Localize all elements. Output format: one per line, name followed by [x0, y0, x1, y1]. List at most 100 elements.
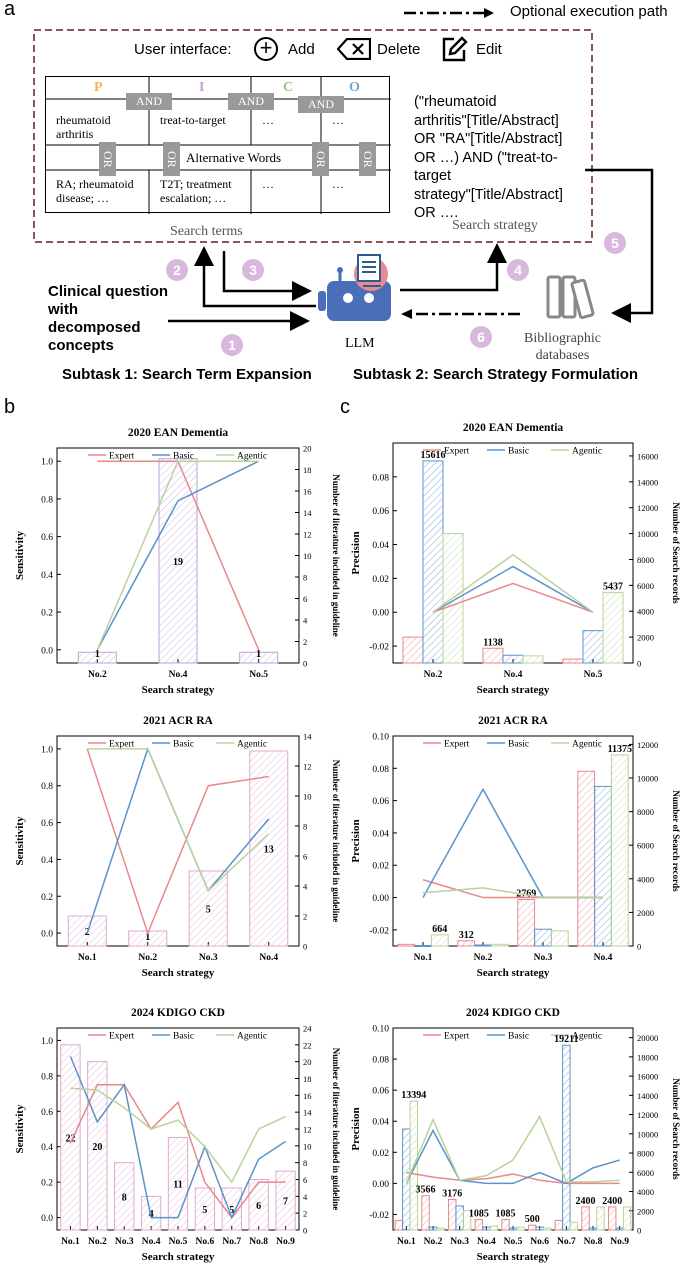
subtask-1-title: Subtask 1: Search Term Expansion — [62, 366, 312, 383]
y-tick-label: 0.0 — [41, 1214, 53, 1224]
add-icon[interactable]: + — [254, 37, 278, 61]
y2-tick-label: 0 — [303, 1226, 307, 1236]
arrow-step-2 — [194, 246, 316, 308]
row1-i-cell[interactable]: treat-to-target — [160, 113, 226, 127]
bar-agentic — [542, 1227, 552, 1231]
and-connector: AND — [228, 93, 274, 110]
series-line-agentic — [432, 553, 594, 613]
y2-tick-label: 4 — [303, 882, 308, 892]
robot-icon — [318, 267, 391, 321]
step-5-badge: 5 — [604, 232, 626, 254]
row2-o-cell[interactable]: … — [332, 177, 344, 191]
bar — [140, 1195, 162, 1231]
chart-title: 2021 ACR RA — [478, 715, 548, 727]
y-tick-label: 0.2 — [41, 609, 53, 619]
row1-c-cell[interactable]: … — [262, 113, 274, 127]
search-query-text[interactable]: ("rheumatoid arthritis"[Title/Abstract] … — [414, 93, 563, 223]
series-line-basic — [96, 460, 259, 651]
bar-value-label: 1 — [145, 932, 150, 943]
legend-arrowhead — [484, 8, 494, 18]
step-3-badge: 3 — [242, 259, 264, 281]
y-tick-label: 0.02 — [372, 575, 389, 585]
y-tick-label: -0.02 — [369, 643, 389, 653]
row1-p-cell[interactable]: rheumatoid arthritis — [56, 113, 111, 141]
clinical-question-line: Clinical question — [48, 283, 169, 300]
y2-tick-label: 16 — [303, 1091, 312, 1101]
y2-tick-label: 4 — [303, 1192, 308, 1202]
bar-agentic — [490, 943, 509, 947]
y2-tick-label: 6 — [303, 594, 307, 604]
bar-expert — [402, 636, 424, 664]
bar-value-label: 13394 — [401, 1090, 426, 1101]
y-axis-label: Precision — [350, 1107, 362, 1150]
y-tick-label: 0.04 — [372, 541, 389, 551]
bar-expert — [607, 1206, 617, 1231]
delete-button-label[interactable]: Delete — [377, 41, 421, 58]
bar-basic — [508, 1227, 518, 1231]
row2-p-cell[interactable]: RA; rheumatoid disease; … — [56, 177, 134, 205]
bar-value-label: 11375 — [608, 744, 632, 755]
bar-basic — [534, 928, 552, 947]
row1-o-cell[interactable]: … — [332, 113, 344, 127]
chart-title: 2021 ACR RA — [143, 715, 213, 727]
search-strategy-label: Search strategy — [452, 218, 538, 233]
series-line-basic — [86, 746, 270, 934]
bar-value-label: 11 — [173, 1180, 182, 1191]
legend-label-expert: Expert — [444, 447, 470, 457]
y2-tick-label: 4000 — [637, 1187, 654, 1197]
pico-c: C — [283, 80, 294, 95]
edit-button-label[interactable]: Edit — [476, 41, 502, 58]
bar-basic — [422, 460, 444, 664]
x-tick-label: No.2 — [138, 953, 157, 963]
bar-agentic — [436, 1227, 445, 1231]
add-button-label[interactable]: Add — [288, 41, 315, 58]
x-tick-label: No.3 — [199, 953, 218, 963]
delete-icon[interactable] — [336, 37, 372, 61]
y2-tick-label: 10 — [303, 1141, 312, 1151]
y2-tick-label: 8000 — [637, 807, 654, 817]
row2-i-cell[interactable]: T2T; treatment escalation; … — [160, 177, 232, 205]
x-tick-label: No.4 — [169, 670, 188, 680]
bar-agentic — [489, 1225, 499, 1231]
x-axis-label: Search strategy — [477, 1251, 550, 1263]
y2-tick-label: 10 — [303, 551, 312, 561]
legend-label-agentic: Agentic — [237, 1032, 267, 1042]
y2-tick-label: 10000 — [637, 529, 658, 539]
bar-basic — [502, 654, 524, 664]
bar — [249, 750, 289, 947]
chart-b1: 2020 EAN Dementia Expert Basic Agentic 0.0 0.… — [14, 427, 341, 696]
llm-label: LLM — [345, 336, 375, 351]
bar-basic — [535, 1226, 544, 1231]
y-tick-label: 0.08 — [372, 1056, 389, 1066]
y-tick-label: 1.0 — [41, 745, 53, 755]
y2-tick-label: 2000 — [637, 633, 654, 643]
pico-i: I — [199, 80, 205, 95]
x-tick-label: No.1 — [61, 1237, 80, 1247]
legend-label-expert: Expert — [109, 452, 135, 462]
search-terms-table[interactable]: P I C O AND AND AND rheumatoid arthritis… — [45, 76, 391, 214]
x-tick-label: No.2 — [424, 1237, 443, 1247]
bar — [188, 870, 228, 947]
bar-agentic — [622, 1206, 632, 1231]
series-line-basic — [432, 565, 594, 613]
y-tick-label: 0.2 — [41, 893, 53, 903]
edit-icon[interactable] — [440, 35, 468, 63]
y2-tick-label: 8 — [303, 822, 307, 832]
x-tick-label: No.5 — [504, 1237, 523, 1247]
x-tick-label: No.1 — [397, 1237, 416, 1247]
bar-value-label: 5437 — [603, 582, 623, 593]
chart-b2: 2021 ACR RA Expert Basic Agentic 0.0 0.2 0.4 0.… — [14, 715, 341, 979]
x-axis-label: Search strategy — [477, 684, 550, 696]
series-line-basic — [422, 787, 603, 899]
y-tick-label: 0.4 — [41, 571, 53, 581]
y-tick-label: 0.10 — [372, 1025, 389, 1035]
y-tick-label: 0.6 — [41, 533, 53, 543]
chart-title: 2024 KDIGO CKD — [131, 1007, 225, 1019]
x-tick-label: No.2 — [474, 953, 493, 963]
bar-expert — [482, 647, 504, 664]
search-terms-label: Search terms — [170, 224, 243, 239]
series-line-agentic — [70, 1087, 286, 1184]
y2-tick-label: 6000 — [637, 581, 654, 591]
row2-c-cell[interactable]: … — [262, 177, 274, 191]
